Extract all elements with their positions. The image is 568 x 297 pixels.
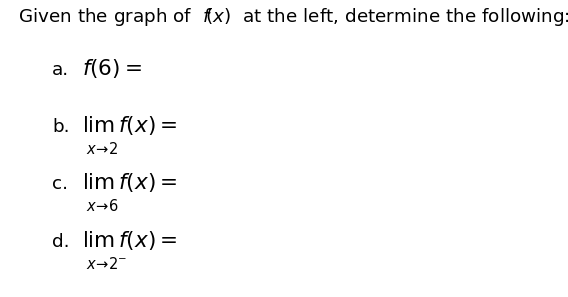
- Text: $x\!\to\!6$: $x\!\to\!6$: [86, 198, 119, 214]
- Text: $x\!\to\!2^{-}$: $x\!\to\!2^{-}$: [86, 256, 127, 272]
- Text: $\lim\, f(x) =$: $\lim\, f(x) =$: [82, 114, 177, 137]
- Text: $f(6) =$: $f(6) =$: [82, 57, 142, 80]
- Text: $x\!\to\!2$: $x\!\to\!2$: [86, 141, 118, 157]
- Text: a.: a.: [52, 61, 69, 79]
- Text: b.: b.: [52, 118, 69, 136]
- Text: d.: d.: [52, 233, 69, 251]
- Text: Given the graph of  $f\!\left(x\right)$  at the left, determine the following:: Given the graph of $f\!\left(x\right)$ a…: [18, 6, 568, 28]
- Text: $\lim\, f(x) =$: $\lim\, f(x) =$: [82, 229, 177, 252]
- Text: c.: c.: [52, 175, 68, 193]
- Text: $\lim\, f(x) =$: $\lim\, f(x) =$: [82, 171, 177, 194]
